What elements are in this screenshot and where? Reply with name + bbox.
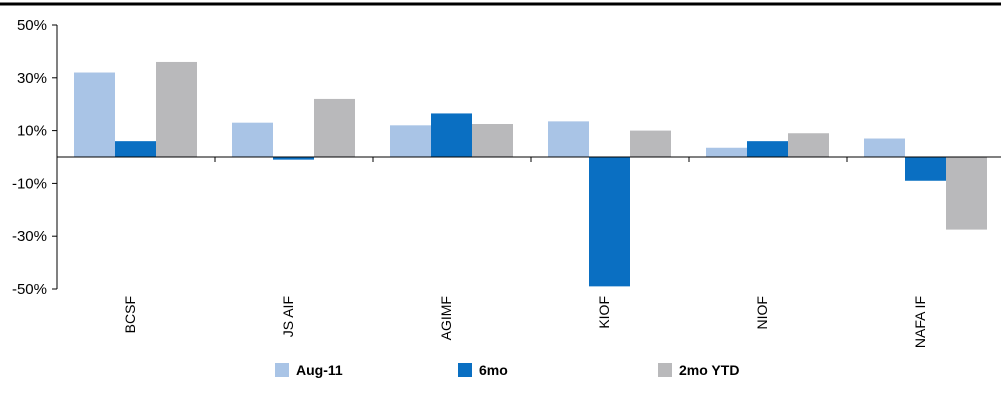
legend-label: Aug-11 <box>296 362 343 378</box>
bar-kiof-2mo-ytd <box>630 130 671 157</box>
bars-layer <box>74 61 987 287</box>
bar-niof-6mo <box>747 141 788 157</box>
y-tick-label: 30% <box>17 70 47 87</box>
bar-js-aif-6mo <box>273 157 314 160</box>
axes-layer: 50% 30% 10% -10% -30% -50% BCSF JS AIF AGIMF KIOF… <box>12 17 1001 348</box>
x-category-label: NAFA IF <box>912 296 928 348</box>
y-tick-label: -30% <box>12 228 47 245</box>
bar-agimf-2mo-ytd <box>472 124 513 157</box>
legend: Aug-11 6mo 2mo YTD <box>275 362 739 378</box>
bar-nafa-if-6mo <box>905 157 946 181</box>
y-tick-label: -50% <box>12 281 47 298</box>
bar-kiof-aug-11 <box>548 121 589 157</box>
bar-bcsf-2mo-ytd <box>156 61 197 157</box>
legend-label: 2mo YTD <box>679 362 739 378</box>
y-tick-label: -10% <box>12 175 47 192</box>
x-category-label: KIOF <box>596 296 612 329</box>
bar-js-aif-2mo-ytd <box>314 98 355 157</box>
bar-bcsf-aug-11 <box>74 72 115 157</box>
y-tick-label: 10% <box>17 123 47 140</box>
legend-swatch <box>458 363 472 377</box>
legend-swatch <box>658 363 672 377</box>
x-category-label: AGIMF <box>438 296 454 340</box>
bar-kiof-6mo <box>589 157 630 287</box>
legend-label: 6mo <box>479 362 508 378</box>
x-category-label: JS AIF <box>280 296 296 337</box>
x-category-label: NIOF <box>754 296 770 329</box>
bar-js-aif-aug-11 <box>232 122 273 157</box>
bar-nafa-if-aug-11 <box>864 138 905 157</box>
bar-bcsf-6mo <box>115 141 156 157</box>
y-tick-label: 50% <box>17 17 47 34</box>
bar-nafa-if-2mo-ytd <box>946 157 987 230</box>
x-category-label: BCSF <box>122 296 138 333</box>
bar-niof-aug-11 <box>706 147 747 157</box>
bar-agimf-aug-11 <box>390 125 431 157</box>
legend-swatch <box>275 363 289 377</box>
bar-agimf-6mo <box>431 113 472 157</box>
bar-niof-2mo-ytd <box>788 133 829 157</box>
